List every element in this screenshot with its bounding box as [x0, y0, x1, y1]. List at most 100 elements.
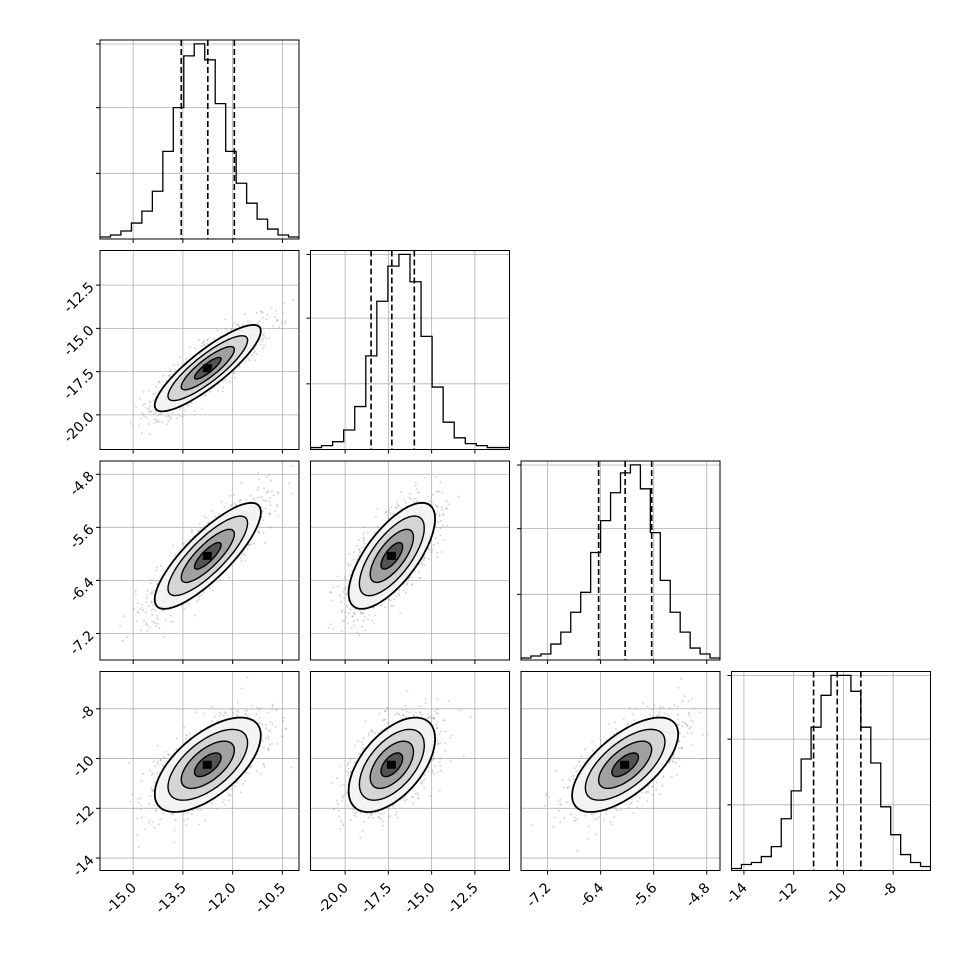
scatter-point — [374, 614, 377, 617]
scatter-point — [256, 530, 259, 533]
scatter-point — [441, 506, 444, 509]
scatter-point — [144, 611, 147, 614]
scatter-point — [266, 499, 269, 502]
scatter-point — [143, 619, 146, 622]
scatter-point — [341, 609, 344, 612]
scatter-point — [258, 531, 261, 534]
scatter-point — [416, 500, 418, 503]
scatter-point — [139, 608, 142, 611]
scatter-point — [198, 598, 201, 601]
scatter-point — [271, 703, 274, 706]
scatter-point — [158, 627, 161, 630]
scatter-point — [167, 415, 170, 418]
scatter-point — [256, 706, 259, 709]
scatter-point — [264, 491, 267, 494]
scatter-point — [184, 734, 187, 736]
scatter-point — [244, 360, 247, 363]
scatter-point — [276, 505, 279, 508]
scatter-point — [138, 424, 141, 427]
scatter-point — [136, 611, 139, 614]
scatter-point — [156, 583, 158, 586]
histogram-step — [521, 464, 720, 660]
scatter-point — [238, 500, 241, 503]
scatter-point — [387, 517, 390, 519]
scatter-point — [209, 587, 211, 590]
scatter-point — [217, 389, 219, 392]
scatter-point — [165, 415, 168, 418]
scatter-point — [171, 620, 174, 623]
scatter-point — [432, 544, 435, 546]
scatter-point — [151, 789, 154, 792]
scatter-point — [392, 598, 395, 601]
scatter-point — [269, 504, 272, 507]
scatter-point — [278, 325, 281, 328]
panel-frame — [310, 250, 510, 450]
scatter-point — [228, 576, 231, 579]
scatter-point — [168, 375, 171, 378]
scatter-point — [457, 495, 460, 498]
scatter-point — [385, 510, 388, 513]
scatter-point — [422, 556, 425, 559]
scatter-point — [230, 503, 233, 506]
scatter-point — [441, 551, 444, 553]
panel-frame — [99, 39, 300, 240]
scatter-point — [156, 614, 159, 617]
scatter-point — [139, 417, 142, 420]
scatter-point — [257, 478, 260, 481]
scatter-point — [427, 558, 430, 560]
scatter-point — [405, 591, 407, 594]
scatter-point — [364, 629, 367, 632]
scatter-point — [359, 550, 362, 553]
scatter-point — [197, 338, 200, 341]
scatter-point — [363, 542, 366, 545]
scatter-point — [174, 553, 177, 556]
scatter-point — [349, 608, 352, 611]
scatter-point — [339, 594, 342, 597]
scatter-point — [225, 502, 228, 505]
scatter-point — [188, 603, 191, 605]
scatter-point — [214, 515, 217, 518]
scatter-point — [269, 500, 271, 503]
scatter-point — [172, 544, 174, 547]
scatter-point — [373, 531, 376, 534]
scatter-point — [174, 369, 177, 372]
scatter-point — [179, 407, 182, 410]
scatter-point — [356, 631, 359, 634]
scatter-point — [165, 423, 168, 426]
scatter-point — [250, 543, 253, 546]
scatter-point — [229, 494, 232, 497]
scatter-point — [263, 499, 266, 502]
scatter-point — [238, 325, 241, 328]
scatter-point — [366, 618, 369, 621]
scatter-point — [390, 604, 393, 607]
scatter-point — [121, 639, 124, 642]
scatter-point — [176, 363, 179, 366]
scatter-point — [147, 407, 150, 410]
scatter-point — [149, 582, 152, 585]
panel-2-0: -7.2-6.4-5.6-4.8 — [67, 460, 300, 664]
scatter-point — [265, 318, 268, 321]
scatter-point — [169, 614, 172, 617]
scatter-point — [345, 593, 348, 596]
scatter-point — [189, 538, 192, 540]
scatter-point — [268, 743, 271, 746]
scatter-point — [119, 625, 122, 628]
scatter-point — [436, 556, 439, 559]
scatter-point — [290, 492, 293, 495]
panel-1-0: -20.0-17.5-15.0-12.5 — [61, 250, 300, 454]
scatter-point — [201, 342, 204, 345]
scatter-point — [178, 356, 181, 359]
scatter-point — [150, 608, 153, 611]
scatter-point — [262, 531, 265, 534]
scatter-point — [233, 321, 236, 324]
scatter-point — [330, 599, 333, 602]
scatter-point — [366, 531, 369, 534]
scatter-point — [353, 612, 356, 615]
density-peak — [202, 551, 212, 560]
scatter-point — [424, 557, 426, 559]
scatter-point — [436, 490, 439, 493]
scatter-point — [253, 498, 256, 501]
scatter-point — [147, 604, 150, 607]
scatter-point — [150, 578, 153, 581]
scatter-point — [267, 512, 270, 515]
